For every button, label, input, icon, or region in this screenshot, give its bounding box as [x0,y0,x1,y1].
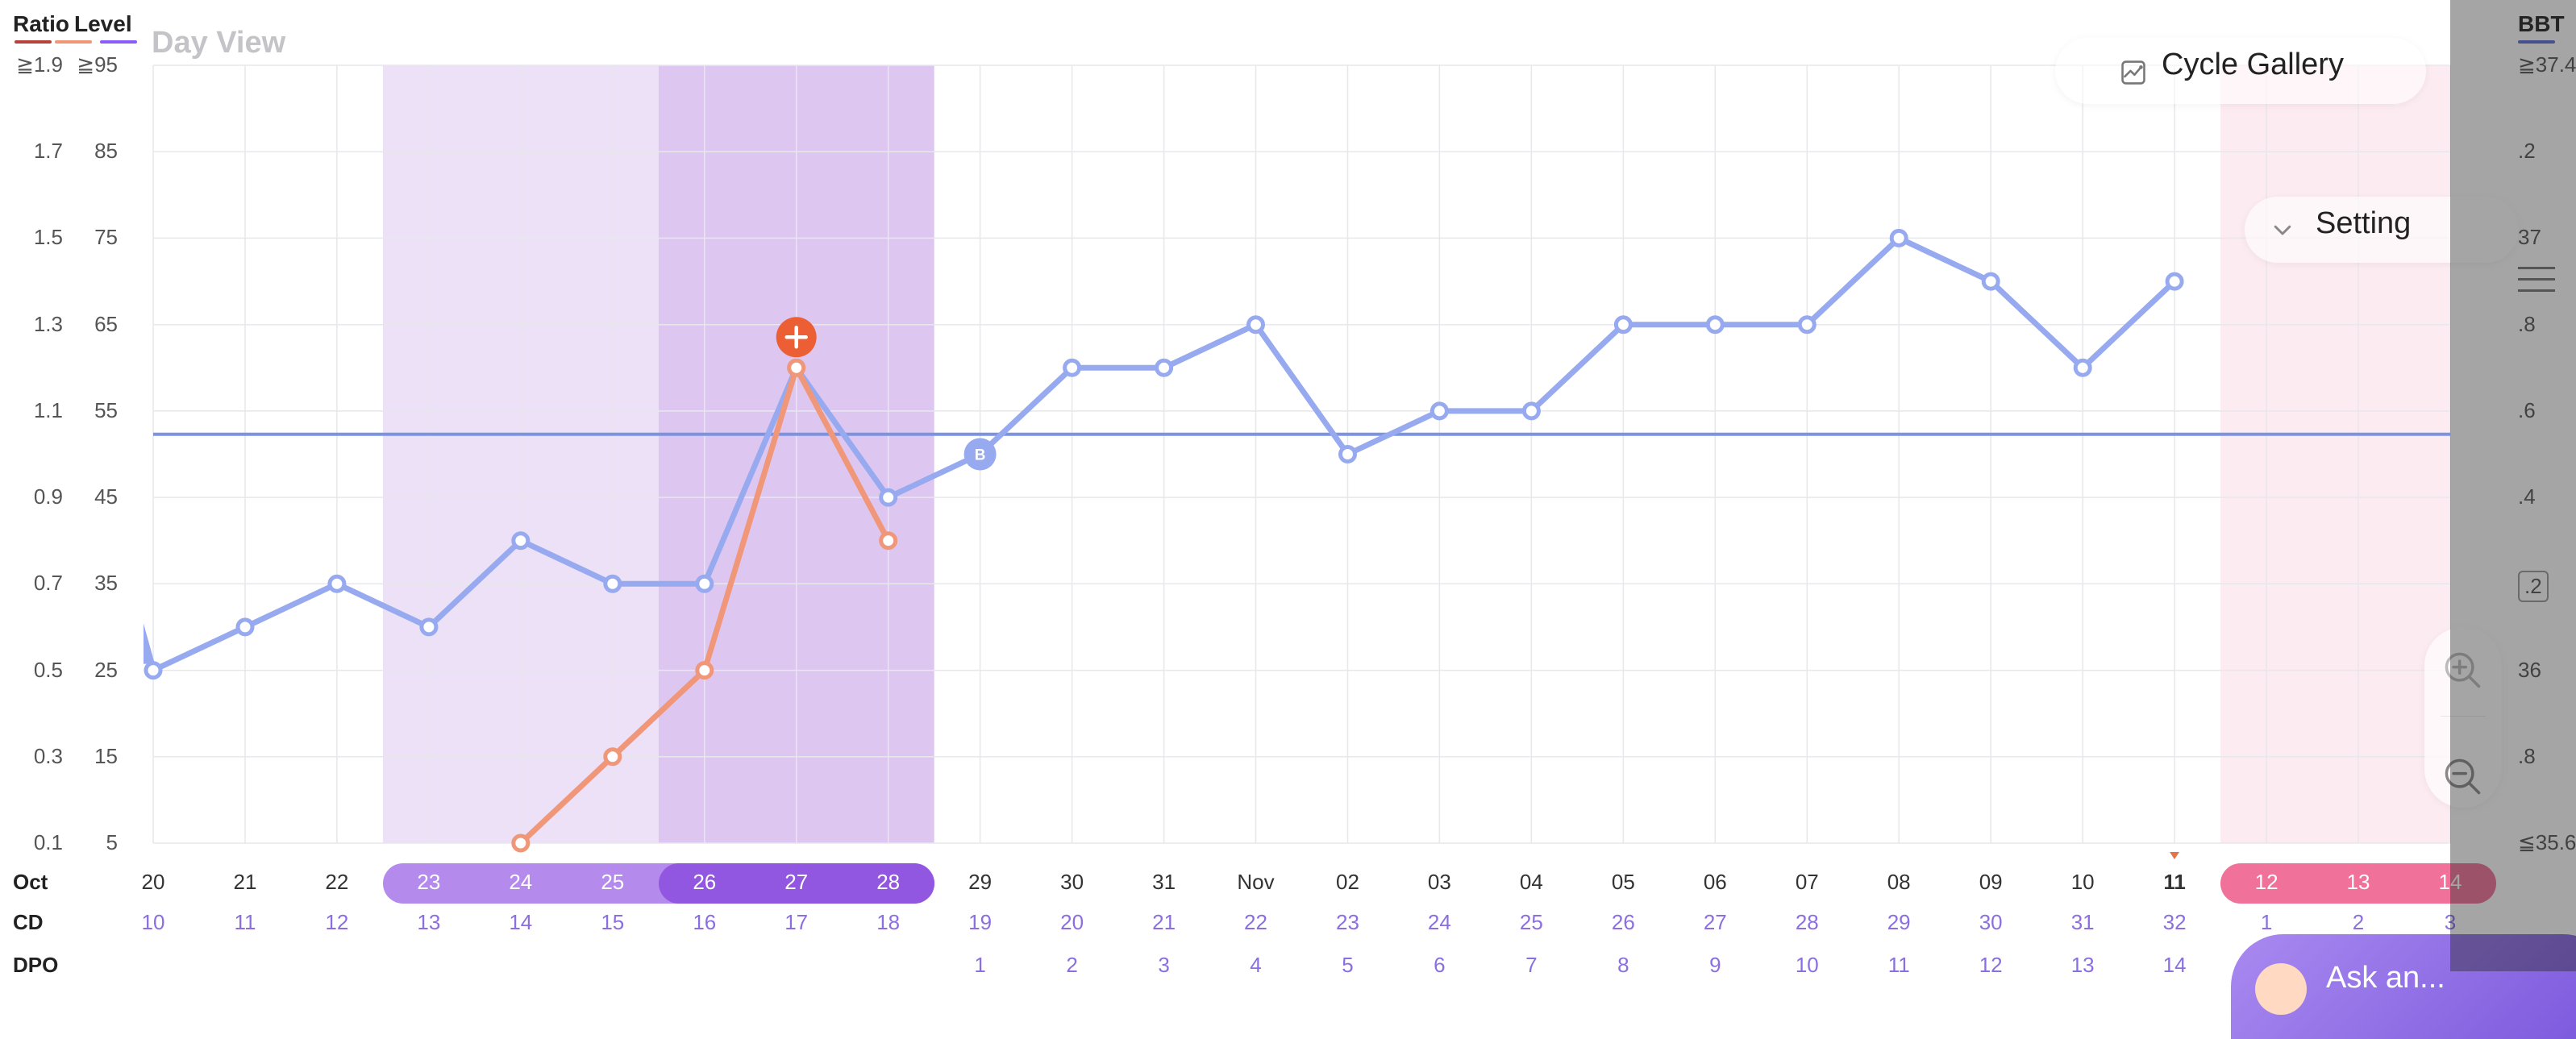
svg-text:B: B [975,447,986,464]
